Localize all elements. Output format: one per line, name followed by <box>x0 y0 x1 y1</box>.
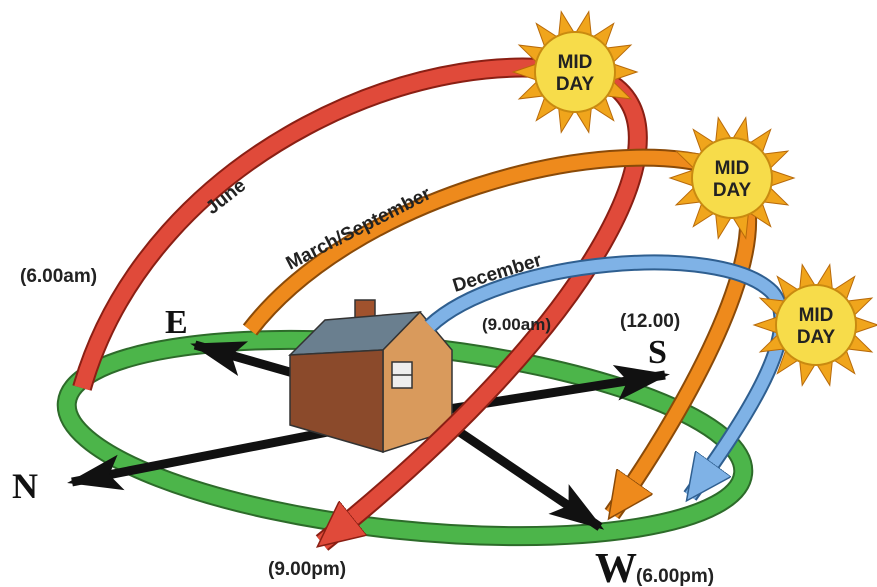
sun-label: MID <box>799 305 834 326</box>
sun-label: DAY <box>556 74 595 95</box>
time-label: (9.00pm) <box>268 559 346 580</box>
compass-south: S <box>648 334 667 371</box>
sun-disc <box>534 31 616 113</box>
compass-west: W <box>595 546 637 587</box>
sun-label: DAY <box>713 180 752 201</box>
sun-label: MID <box>715 158 750 179</box>
time-label: (6.00am) <box>20 266 97 287</box>
compass-east: E <box>165 304 188 341</box>
sun-label: MID <box>558 52 593 73</box>
time-label: (6.00pm) <box>636 566 714 587</box>
sun-disc <box>691 137 773 219</box>
time-label: (12.00) <box>620 311 680 332</box>
arc-label: March/September <box>283 183 435 274</box>
time-label: (9.00am) <box>482 315 551 334</box>
december-path <box>425 256 788 496</box>
sun-disc <box>775 284 857 366</box>
house <box>288 299 453 454</box>
compass-north: N <box>12 466 38 506</box>
sun-label: DAY <box>797 327 836 348</box>
